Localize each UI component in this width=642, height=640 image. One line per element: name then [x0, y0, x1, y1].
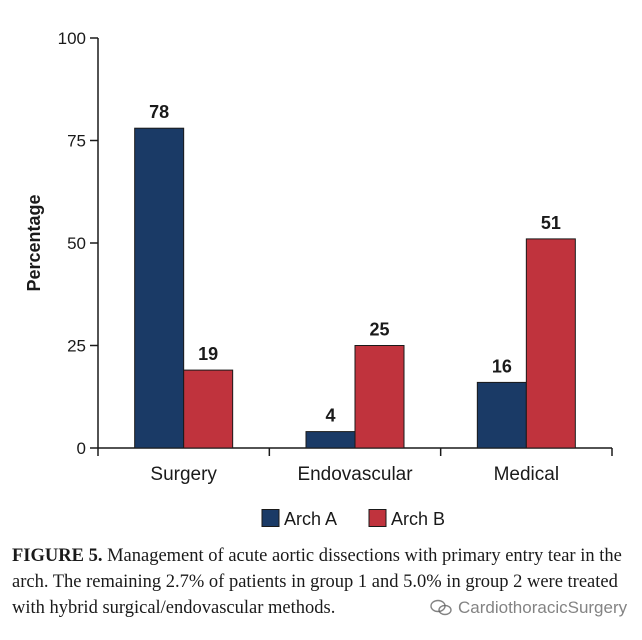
bar-arch-b [183, 369, 234, 449]
data-label: 19 [198, 344, 218, 364]
watermark: CardiothoracicSurgery [430, 598, 627, 618]
chart-svg: 0 25 50 75 100 Surgery Endovascular Medical Pe… [24, 29, 613, 529]
figure-label: FIGURE 5. [12, 546, 103, 566]
y-tick-label: 75 [67, 132, 86, 151]
y-tick-label: 25 [67, 337, 86, 356]
x-category-label: Surgery [150, 464, 217, 485]
x-axis: Surgery Endovascular Medical [97, 447, 613, 485]
x-category-label: Endovascular [297, 464, 413, 485]
y-tick-label: 100 [58, 29, 86, 48]
bar-arch-a [305, 431, 356, 449]
y-tick-label: 50 [67, 234, 86, 253]
legend-label: Arch A [284, 509, 337, 529]
data-label: 4 [325, 406, 335, 426]
legend-swatch [261, 509, 280, 527]
figure-caption-text: Management of acute aortic dissections w… [12, 546, 622, 618]
bar-arch-b [354, 345, 405, 449]
figure-caption: FIGURE 5. Management of acute aortic dis… [12, 543, 630, 621]
y-axis: 0 25 50 75 100 [58, 29, 99, 458]
y-axis-title: Percentage [24, 194, 44, 291]
bar-arch-a [134, 127, 185, 449]
watermark-text: CardiothoracicSurgery [458, 598, 628, 617]
x-category-label: Medical [494, 464, 559, 485]
bar-arch-a [476, 381, 527, 449]
legend-swatch [368, 509, 387, 527]
y-tick-label: 0 [77, 439, 86, 458]
wechat-icon [430, 599, 452, 616]
bar-arch-b [525, 238, 576, 449]
data-label: 16 [492, 356, 512, 376]
legend: Arch A Arch B [261, 509, 445, 529]
data-label: 25 [369, 320, 389, 340]
legend-label: Arch B [391, 509, 445, 529]
data-label: 78 [149, 102, 169, 122]
data-label: 51 [541, 213, 561, 233]
